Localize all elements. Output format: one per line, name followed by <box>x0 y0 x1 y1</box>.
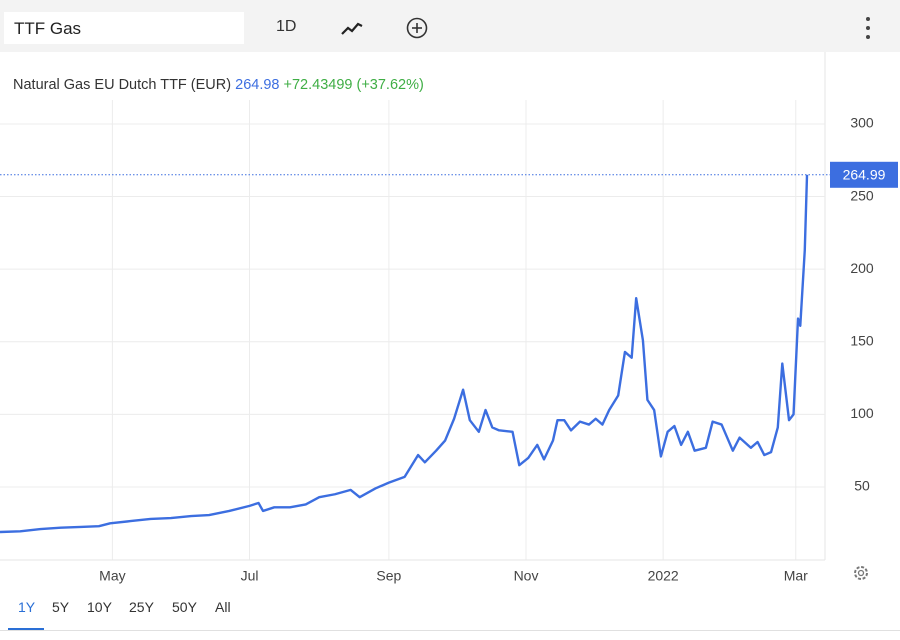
range-tabs: 1Y 5Y 10Y 25Y 50Y All <box>0 596 260 630</box>
instrument-title: Natural Gas EU Dutch TTF (EUR) <box>13 77 232 93</box>
interval-button[interactable]: 1D <box>276 18 297 35</box>
x-tick-label: May <box>99 568 125 584</box>
price-line <box>0 174 809 534</box>
y-tick-label: 50 <box>854 478 870 494</box>
active-tab-indicator <box>8 628 44 631</box>
price: 264.98 <box>235 77 280 93</box>
last-value-label: 264.99 <box>843 166 886 182</box>
range-tab[interactable]: 10Y <box>87 599 112 615</box>
y-tick-label: 150 <box>850 332 874 348</box>
range-tab[interactable]: 1Y <box>18 599 36 615</box>
y-tick-label: 300 <box>850 115 874 131</box>
change: +72.43499 (+37.62%) <box>283 77 424 93</box>
y-tick-label: 100 <box>850 405 874 421</box>
x-tick-label: Sep <box>376 568 401 584</box>
add-icon[interactable] <box>406 17 428 39</box>
x-tick-label: Jul <box>241 568 259 584</box>
settings-icon[interactable] <box>854 566 868 580</box>
search-box[interactable]: TTF Gas <box>4 12 244 44</box>
x-tick-label: Nov <box>514 568 539 584</box>
quote-header: Natural Gas EU Dutch TTF (EUR) 264.98 +7… <box>13 77 424 93</box>
last-value-tag <box>830 161 898 188</box>
x-tick-label: Mar <box>784 568 808 584</box>
x-tick-label: 2022 <box>648 568 679 584</box>
range-tab[interactable]: 50Y <box>172 599 197 615</box>
y-tick-label: 200 <box>850 260 874 276</box>
menu-icon[interactable] <box>866 17 870 39</box>
chart-type-icon[interactable] <box>341 22 363 35</box>
range-tab[interactable]: All <box>215 599 231 615</box>
divider <box>0 630 900 631</box>
range-tab[interactable]: 5Y <box>52 599 70 615</box>
y-tick-label: 250 <box>850 187 874 203</box>
range-tab[interactable]: 25Y <box>129 599 154 615</box>
